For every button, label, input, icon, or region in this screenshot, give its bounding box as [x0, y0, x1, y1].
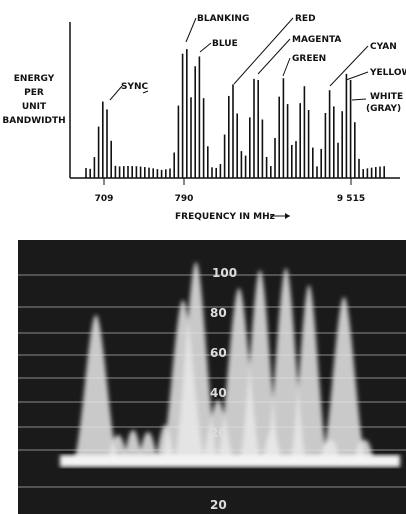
scale-label: 20: [210, 426, 227, 440]
annotation: BLANKING: [197, 14, 249, 24]
peak: [123, 430, 143, 462]
peak: [239, 270, 281, 462]
x-tick-label: 709: [95, 194, 114, 204]
scale-label: 60: [210, 346, 227, 360]
annotation: GREEN: [292, 54, 326, 64]
peak: [262, 430, 282, 462]
trace: [73, 262, 374, 462]
annotation: CYAN: [370, 42, 397, 52]
annotation: BLUE: [212, 39, 238, 49]
spectrum-diagram: ENERGY PER UNIT BANDWIDTH 709 790 9 515 …: [2, 14, 406, 222]
annotation: RED: [295, 14, 316, 24]
y-label: UNIT: [22, 102, 47, 112]
y-label: ENERGY: [14, 74, 55, 84]
y-label: PER: [24, 88, 44, 98]
annotation: MAGENTA: [292, 35, 341, 45]
annotation: SYNC: [121, 82, 149, 92]
peak: [321, 297, 367, 462]
annotation: (GRAY): [366, 104, 401, 114]
baseline: [60, 455, 400, 467]
annotation: WHITE: [370, 92, 403, 102]
x-label: FREQUENCY IN MHz: [175, 212, 275, 222]
leaders: [109, 17, 369, 101]
scale-label: 20: [210, 498, 227, 512]
peak: [289, 285, 329, 462]
scale-label: 100: [212, 266, 237, 280]
x-ticks: [103, 178, 352, 185]
peak: [138, 432, 158, 462]
x-tick-label: 9 515: [337, 194, 365, 204]
x-tick-label: 790: [175, 194, 194, 204]
y-label: BANDWIDTH: [2, 116, 65, 126]
spectral-lines: [85, 49, 386, 178]
peak: [173, 262, 219, 462]
analyzer-photo: 100 80 60 40 20 20: [18, 240, 406, 514]
scale-label: 80: [210, 306, 227, 320]
scale-label: 40: [210, 386, 227, 400]
peak: [73, 315, 119, 462]
arrow-head: [285, 213, 290, 219]
